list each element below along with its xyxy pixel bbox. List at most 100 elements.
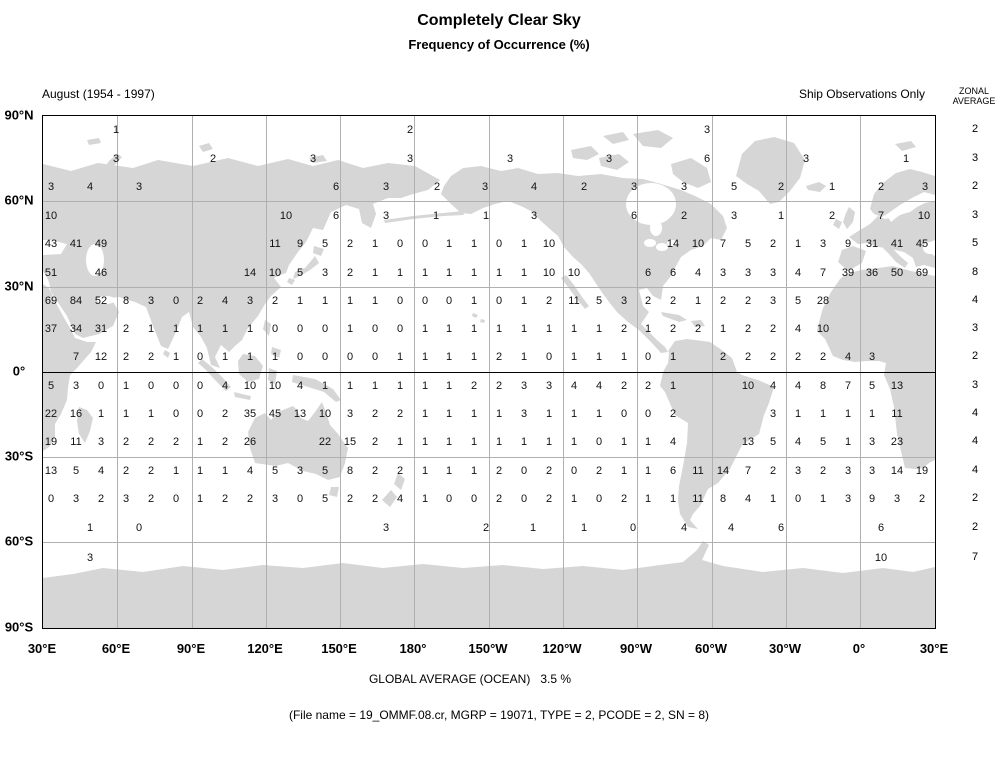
- frequency-value: 3: [921, 181, 929, 193]
- frequency-value: 1: [371, 380, 379, 392]
- frequency-value: 1: [545, 408, 553, 420]
- frequency-value: 2: [794, 351, 802, 363]
- landmass-new-siberian-islands: [309, 155, 327, 163]
- frequency-value: 4: [396, 493, 404, 505]
- frequency-value: 1: [421, 493, 429, 505]
- frequency-value: 0: [135, 522, 143, 534]
- lat-tick-label: 60°S: [4, 533, 34, 549]
- frequency-value: 5: [744, 238, 752, 250]
- frequency-value: 1: [221, 351, 229, 363]
- frequency-value: 3: [520, 380, 528, 392]
- frequency-value: 4: [794, 267, 802, 279]
- frequency-value: 9: [296, 238, 304, 250]
- frequency-value: 1: [346, 295, 354, 307]
- frequency-value: 2: [918, 493, 926, 505]
- frequency-value: 0: [595, 436, 603, 448]
- frequency-value: 10: [44, 210, 58, 222]
- frequency-value: 16: [69, 408, 83, 420]
- frequency-value: 2: [877, 181, 885, 193]
- frequency-value: 8: [819, 380, 827, 392]
- frequency-value: 3: [868, 351, 876, 363]
- frequency-value: 4: [694, 267, 702, 279]
- frequency-value: 3: [72, 493, 80, 505]
- frequency-value: 3: [769, 295, 777, 307]
- lat-tick-label: 60°N: [4, 192, 34, 208]
- great-lake-3: [667, 240, 677, 246]
- frequency-value: 1: [396, 380, 404, 392]
- frequency-value: 13: [890, 380, 904, 392]
- frequency-value: 0: [296, 351, 304, 363]
- frequency-value: 2: [172, 436, 180, 448]
- lon-tick-label: 60°W: [695, 641, 727, 656]
- frequency-value: 3: [321, 267, 329, 279]
- frequency-value: 9: [868, 493, 876, 505]
- frequency-value: 1: [794, 408, 802, 420]
- frequency-value: 1: [819, 408, 827, 420]
- frequency-value: 34: [69, 323, 83, 335]
- frequency-value: 2: [396, 408, 404, 420]
- frequency-value: 4: [595, 380, 603, 392]
- frequency-value: 46: [94, 267, 108, 279]
- frequency-value: 3: [703, 124, 711, 136]
- frequency-value: 0: [196, 351, 204, 363]
- zonal-average-column-header: ZONAL AVERAGE: [950, 86, 998, 106]
- zonal-header-line2: AVERAGE: [952, 96, 996, 106]
- frequency-value: 1: [482, 210, 490, 222]
- frequency-value: 2: [620, 380, 628, 392]
- lon-tick-label: 0°: [852, 641, 866, 656]
- frequency-value: 23: [890, 436, 904, 448]
- frequency-value: 5: [794, 295, 802, 307]
- persian-gulf: [97, 296, 115, 304]
- landmass-italy: [883, 244, 908, 268]
- frequency-value: 1: [396, 267, 404, 279]
- frequency-value: 1: [321, 380, 329, 392]
- landmass-ireland: [833, 219, 842, 229]
- frequency-value: 3: [97, 436, 105, 448]
- file-info-footer: (File name = 19_OMMF.08.cr, MGRP = 19071…: [288, 708, 710, 722]
- frequency-value: 6: [630, 210, 638, 222]
- frequency-value: 43: [44, 238, 58, 250]
- frequency-value: 2: [371, 436, 379, 448]
- landmass-africa-west: [817, 266, 935, 469]
- frequency-value: 2: [271, 295, 279, 307]
- frequency-value: 5: [321, 238, 329, 250]
- frequency-value: 1: [570, 493, 578, 505]
- map-plot-area: 1 2 3 3 2 3 3 3 3 6 3 1 3 4 3 6 3 2 3 4 2 3 3 5 2 1 2 3 10 10 6 3 1 1 3 6 2 3…: [42, 115, 936, 629]
- frequency-value: 1: [595, 351, 603, 363]
- frequency-value: 1: [580, 522, 588, 534]
- frequency-value: 13: [293, 408, 307, 420]
- frequency-value: 1: [719, 323, 727, 335]
- frequency-value: 5: [296, 267, 304, 279]
- frequency-value: 7: [877, 210, 885, 222]
- lon-tick-label: 150°W: [468, 641, 508, 656]
- frequency-value: 4: [769, 380, 777, 392]
- frequency-value: 1: [595, 408, 603, 420]
- zonal-average-value: 3: [971, 209, 979, 221]
- frequency-value: 1: [545, 323, 553, 335]
- frequency-value: 31: [94, 323, 108, 335]
- frequency-value: 10: [816, 323, 830, 335]
- landmass-sicily: [894, 269, 903, 274]
- frequency-value: 0: [445, 295, 453, 307]
- frequency-value: 11: [568, 295, 580, 307]
- frequency-value: 69: [915, 267, 929, 279]
- frequency-value: 1: [432, 210, 440, 222]
- frequency-value: 8: [122, 295, 130, 307]
- frequency-value: 2: [680, 210, 688, 222]
- frequency-value: 2: [122, 436, 130, 448]
- frequency-value: 0: [196, 380, 204, 392]
- frequency-value: 36: [865, 267, 879, 279]
- frequency-value: 4: [221, 295, 229, 307]
- landmass-scandinavia: [870, 169, 935, 217]
- frequency-value: 0: [595, 493, 603, 505]
- frequency-value: 1: [147, 323, 155, 335]
- frequency-value: 1: [529, 522, 537, 534]
- lon-tick-label: 90°E: [176, 641, 206, 656]
- frequency-value: 4: [844, 351, 852, 363]
- frequency-value: 1: [97, 408, 105, 420]
- frequency-value: 2: [719, 351, 727, 363]
- frequency-value: 7: [744, 465, 752, 477]
- landmass-aleutians: [384, 211, 464, 223]
- frequency-value: 12: [94, 351, 108, 363]
- frequency-value: 9: [844, 238, 852, 250]
